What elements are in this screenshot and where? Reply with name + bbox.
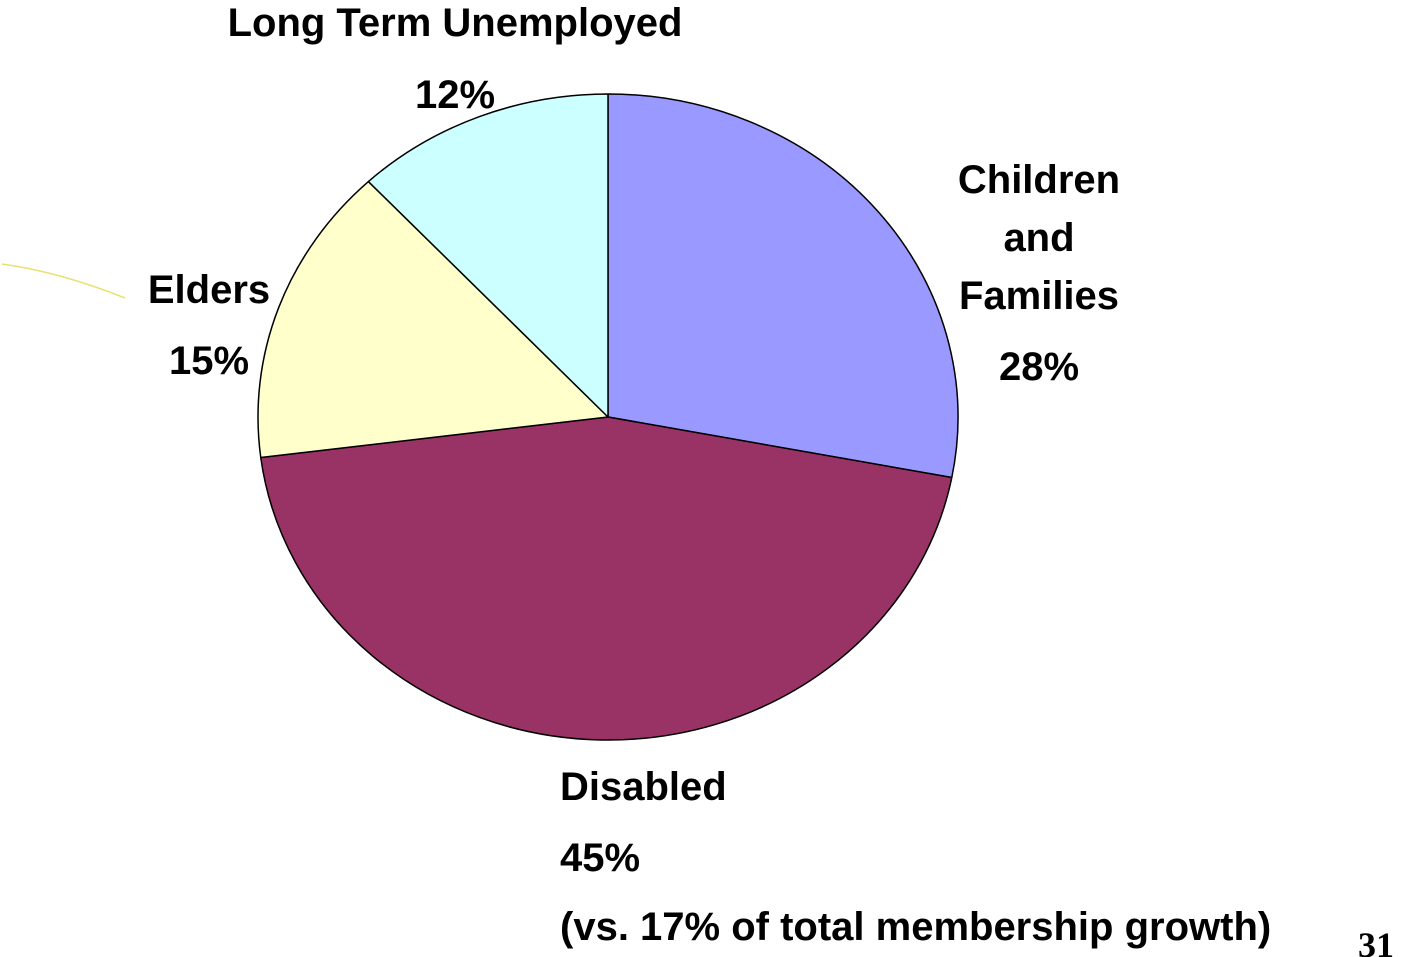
- label-elders-name: Elders: [148, 268, 270, 312]
- label-long-term-unemployed-value: 12%: [415, 73, 495, 117]
- label-children-line2: and: [1003, 216, 1074, 260]
- label-children-line1: Children: [958, 158, 1120, 202]
- label-long-term-unemployed-name: Long Term Unemployed: [228, 1, 683, 45]
- page-number: 31: [1358, 925, 1394, 957]
- label-disabled-value: 45%: [560, 836, 640, 880]
- pie-slice-disabled: [260, 416, 953, 741]
- stray-leader-line: [1, 263, 126, 299]
- pie-slice-elders: [257, 180, 609, 459]
- label-elders-value: 15%: [169, 339, 249, 383]
- label-children-value: 28%: [999, 345, 1079, 389]
- label-children-line3: Families: [959, 274, 1119, 318]
- pie-slice-children-and-families: [607, 93, 959, 479]
- pie-slice-long-term-unemployed: [367, 93, 609, 418]
- label-disabled-note: (vs. 17% of total membership growth): [560, 905, 1271, 949]
- pie-slices: [257, 93, 959, 741]
- label-disabled-name: Disabled: [560, 765, 727, 809]
